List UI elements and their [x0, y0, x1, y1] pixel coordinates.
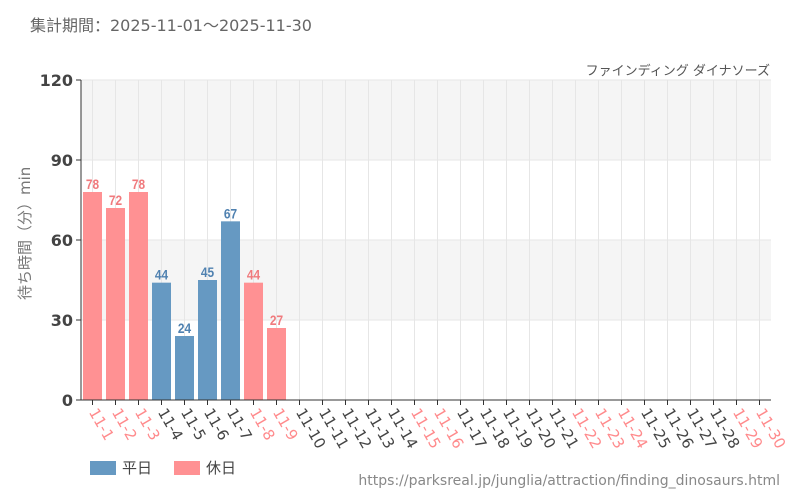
bar [175, 336, 194, 400]
y-tick-label: 0 [62, 391, 73, 410]
legend-swatch [174, 460, 201, 475]
bar [267, 328, 286, 400]
y-tick-label: 90 [51, 151, 73, 170]
y-tick-label: 30 [51, 311, 73, 330]
y-tick-label: 60 [51, 231, 73, 250]
legend-item-holiday[interactable]: 休日 [174, 457, 236, 478]
legend: 平日 休日 [90, 457, 258, 478]
grid-band [81, 80, 771, 160]
legend-label: 休日 [206, 459, 237, 477]
bar [198, 280, 217, 400]
data-label: 67 [224, 205, 237, 221]
data-label: 24 [178, 320, 192, 336]
y-tick-label: 120 [40, 71, 73, 90]
data-label: 72 [109, 192, 122, 208]
data-label: 78 [132, 176, 145, 192]
bar [244, 282, 263, 400]
data-label: 44 [247, 267, 261, 283]
data-label: 27 [270, 312, 283, 328]
source-url[interactable]: https://parksreal.jp/junglia/attraction/… [358, 473, 780, 489]
period-label: 集計期間：2025-11-01～2025-11-30 [30, 16, 312, 35]
legend-label: 平日 [122, 459, 153, 477]
bar [83, 192, 102, 400]
attraction-name: ファインディング ダイナソーズ [585, 64, 770, 79]
data-label: 45 [201, 264, 214, 280]
bar [221, 221, 240, 400]
legend-item-weekday[interactable]: 平日 [90, 457, 152, 478]
grid-band [81, 240, 771, 320]
bar [106, 208, 125, 400]
data-label: 44 [155, 267, 169, 283]
legend-swatch [90, 460, 116, 475]
bar [152, 282, 171, 400]
data-label: 78 [86, 176, 99, 192]
bar [129, 192, 148, 400]
